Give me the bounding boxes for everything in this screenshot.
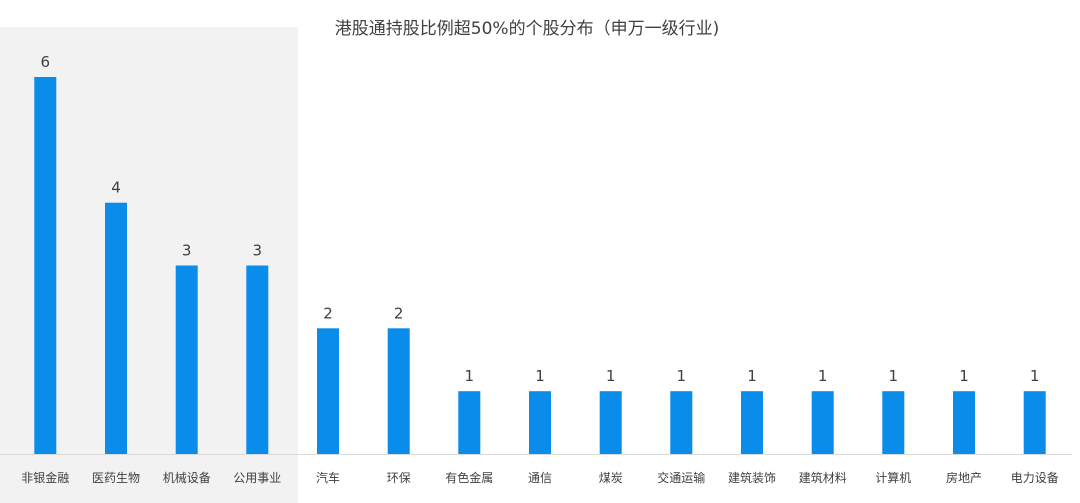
bars-group bbox=[34, 77, 1046, 454]
category-label-5: 汽车 bbox=[316, 470, 340, 485]
category-label-7: 有色金属 bbox=[445, 470, 493, 485]
category-label-4: 公用事业 bbox=[233, 471, 281, 485]
bar-15 bbox=[1023, 391, 1046, 454]
data-label-13: 1 bbox=[889, 367, 899, 385]
category-label-14: 房地产 bbox=[946, 470, 982, 485]
chart-title: 港股通持股比例超50%的个股分布（申万一级行业) bbox=[335, 19, 719, 39]
bar-8 bbox=[529, 391, 551, 454]
bar-10 bbox=[670, 391, 693, 454]
category-label-1: 非银金融 bbox=[21, 470, 69, 485]
bar-6 bbox=[387, 328, 410, 454]
category-label-8: 通信 bbox=[528, 471, 552, 485]
data-label-12: 1 bbox=[818, 367, 828, 385]
bar-3 bbox=[175, 265, 198, 454]
bar-2 bbox=[105, 202, 127, 454]
data-label-9: 1 bbox=[606, 367, 616, 385]
category-label-9: 煤炭 bbox=[599, 471, 623, 485]
data-label-7: 1 bbox=[465, 367, 475, 385]
bar-13 bbox=[882, 391, 905, 454]
category-label-11: 建筑装饰 bbox=[728, 470, 776, 485]
data-label-2: 4 bbox=[111, 179, 121, 197]
category-label-2: 医药生物 bbox=[92, 471, 140, 485]
bar-12 bbox=[811, 391, 834, 454]
data-label-3: 3 bbox=[182, 242, 192, 260]
data-label-1: 6 bbox=[41, 53, 51, 71]
data-label-15: 1 bbox=[1030, 367, 1040, 385]
category-label-6: 环保 bbox=[387, 471, 411, 485]
bar-5 bbox=[317, 328, 339, 454]
data-label-11: 1 bbox=[747, 367, 757, 385]
category-label-3: 机械设备 bbox=[163, 470, 211, 485]
bar-14 bbox=[953, 391, 975, 454]
category-label-15: 电力设备 bbox=[1011, 471, 1059, 485]
data-label-8: 1 bbox=[535, 367, 545, 385]
bar-4 bbox=[246, 265, 269, 454]
category-label-13: 计算机 bbox=[875, 470, 911, 485]
data-label-14: 1 bbox=[959, 367, 969, 385]
bar-11 bbox=[741, 391, 763, 454]
category-label-12: 建筑材料 bbox=[799, 470, 847, 485]
data-label-6: 2 bbox=[394, 304, 404, 322]
bar-9 bbox=[599, 391, 622, 454]
bar-1 bbox=[34, 77, 57, 454]
data-label-5: 2 bbox=[323, 304, 333, 322]
data-label-10: 1 bbox=[677, 367, 687, 385]
data-labels-group: 6 4 3 3 2 2 1 1 1 1 1 1 1 1 1 bbox=[41, 53, 1040, 385]
category-label-10: 交通运输 bbox=[657, 470, 705, 485]
category-labels-group: 非银金融 医药生物 机械设备 公用事业 汽车 环保 有色金属 通信 煤炭 交通运输 建筑装饰 建筑材料… bbox=[21, 470, 1058, 485]
data-label-4: 3 bbox=[253, 242, 263, 260]
bar-7 bbox=[458, 391, 481, 454]
